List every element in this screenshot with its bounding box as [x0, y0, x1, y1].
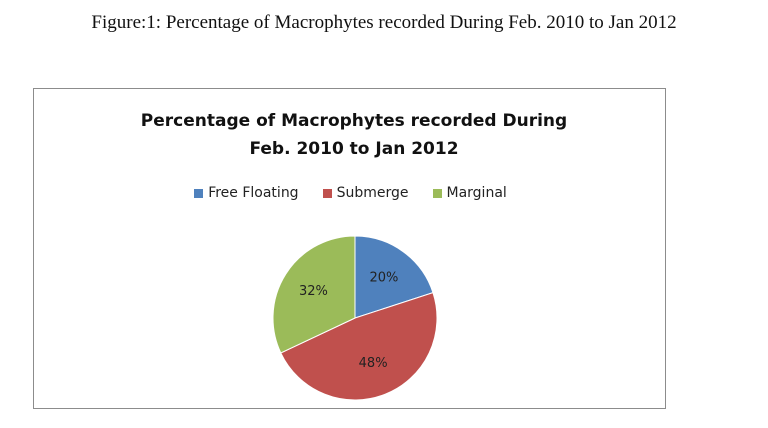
chart-area: Percentage of Macrophytes recorded Durin…	[33, 88, 666, 409]
figure-caption: Figure:1: Percentage of Macrophytes reco…	[91, 12, 677, 33]
legend-swatch	[432, 188, 442, 198]
pie-plot: 20% 48% 32%	[272, 235, 438, 401]
legend-item: Submerge	[322, 185, 409, 201]
pie-slice	[354, 235, 434, 319]
legend-label: Submerge	[336, 185, 409, 201]
pie-slice	[280, 292, 438, 401]
chart-title: Percentage of Macrophytes recorded Durin…	[140, 111, 568, 159]
legend-label: Free Floating	[208, 185, 299, 201]
legend: Free Floating Submerge Marginal	[34, 185, 667, 201]
legend-swatch	[194, 188, 204, 198]
data-label: 20%	[369, 271, 398, 286]
data-label: 32%	[299, 284, 328, 299]
data-label: 48%	[359, 356, 388, 371]
legend-item: Marginal	[432, 185, 507, 201]
pie-slice	[272, 235, 356, 354]
legend-label: Marginal	[446, 185, 507, 201]
legend-swatch	[322, 188, 332, 198]
legend-item: Free Floating	[194, 185, 299, 201]
